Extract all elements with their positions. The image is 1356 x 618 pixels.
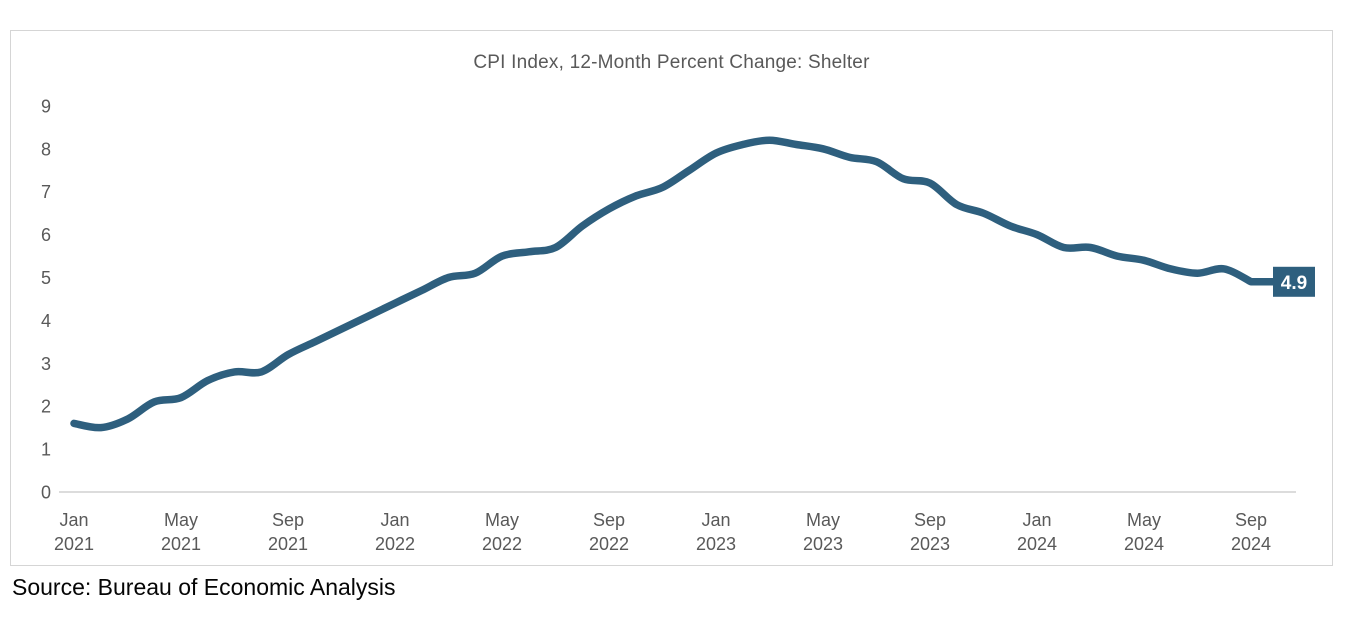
x-axis-tick-year: 2022 bbox=[589, 534, 629, 554]
chart-title: CPI Index, 12-Month Percent Change: Shel… bbox=[473, 52, 870, 73]
x-axis-tick-year: 2021 bbox=[54, 534, 94, 554]
chart-frame: CPI Index, 12-Month Percent Change: Shel… bbox=[10, 30, 1333, 566]
x-axis-tick-year: 2022 bbox=[482, 534, 522, 554]
x-axis-tick-month: Jan bbox=[701, 510, 730, 530]
x-axis-tick-month: Jan bbox=[59, 510, 88, 530]
y-axis-tick-label: 3 bbox=[41, 354, 51, 374]
x-axis-tick-year: 2023 bbox=[696, 534, 736, 554]
y-axis-tick-label: 7 bbox=[41, 182, 51, 202]
x-axis-tick-year: 2022 bbox=[375, 534, 415, 554]
x-axis-tick-month: Sep bbox=[593, 510, 625, 530]
x-axis-tick-month: May bbox=[164, 510, 198, 530]
x-axis-tick-year: 2021 bbox=[161, 534, 201, 554]
y-axis-tick-label: 6 bbox=[41, 225, 51, 245]
x-axis-tick-year: 2024 bbox=[1231, 534, 1271, 554]
x-axis-tick-month: Jan bbox=[380, 510, 409, 530]
source-caption: Source: Bureau of Economic Analysis bbox=[12, 574, 396, 600]
x-axis-tick-month: Sep bbox=[914, 510, 946, 530]
x-axis-tick-month: Sep bbox=[272, 510, 304, 530]
y-axis-tick-label: 4 bbox=[41, 311, 51, 331]
x-axis-tick-year: 2023 bbox=[803, 534, 843, 554]
end-value-label-box bbox=[1273, 266, 1315, 297]
x-axis-tick-month: Jan bbox=[1022, 510, 1051, 530]
y-axis-tick-label: 5 bbox=[41, 268, 51, 288]
cpi-shelter-line bbox=[70, 136, 1278, 432]
x-axis-tick-month: May bbox=[1127, 510, 1161, 530]
y-axis-tick-label: 0 bbox=[41, 483, 51, 503]
x-axis-tick-year: 2024 bbox=[1017, 534, 1057, 554]
y-axis-tick-label: 8 bbox=[41, 139, 51, 159]
x-axis-tick-month: Sep bbox=[1235, 510, 1267, 530]
x-axis-tick-year: 2023 bbox=[910, 534, 950, 554]
y-axis-tick-label: 2 bbox=[41, 397, 51, 417]
x-axis-tick-year: 2024 bbox=[1124, 534, 1164, 554]
x-axis-tick-month: May bbox=[806, 510, 840, 530]
end-value-label: 4.9 bbox=[1281, 273, 1307, 294]
y-axis-tick-label: 1 bbox=[41, 440, 51, 460]
x-axis-tick-month: May bbox=[485, 510, 519, 530]
line-chart-plot: 0 1 2 3 4 5 6 7 8 9 Jan 2021 May 2021 Sep 2021 Jan 2022 Ma… bbox=[41, 96, 1315, 554]
x-axis-tick-year: 2021 bbox=[268, 534, 308, 554]
y-axis-tick-label: 9 bbox=[41, 96, 51, 116]
